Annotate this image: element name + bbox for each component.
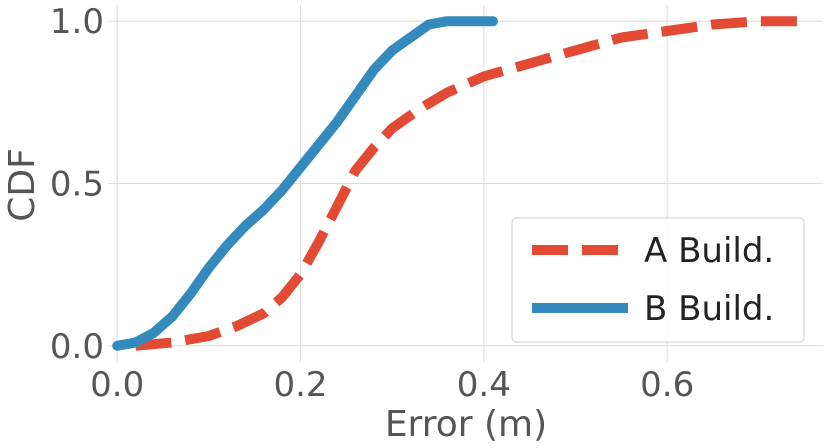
x-axis-label: Error (m) [385, 404, 547, 445]
legend-label-b-build: B Build. [644, 289, 774, 329]
series-line-a-build [135, 16, 805, 351]
legend-label-a-build: A Build. [644, 231, 774, 271]
x-tick-label: 0.2 [273, 365, 327, 405]
x-tick-label: 0.4 [457, 365, 511, 405]
tick-labels: 0.0 0.2 0.4 0.6 0.0 0.5 1.0 [50, 2, 694, 405]
y-tick-label: 0.5 [50, 165, 104, 205]
series-line-b-build [112, 16, 498, 351]
legend: A Build. B Build. [511, 217, 805, 343]
x-tick-label: 0.6 [640, 365, 694, 405]
y-axis-label: CDF [2, 148, 43, 222]
plot-series [112, 16, 805, 351]
y-tick-label: 0.0 [50, 327, 104, 367]
x-tick-label: 0.0 [90, 365, 144, 405]
y-tick-label: 1.0 [50, 2, 104, 42]
